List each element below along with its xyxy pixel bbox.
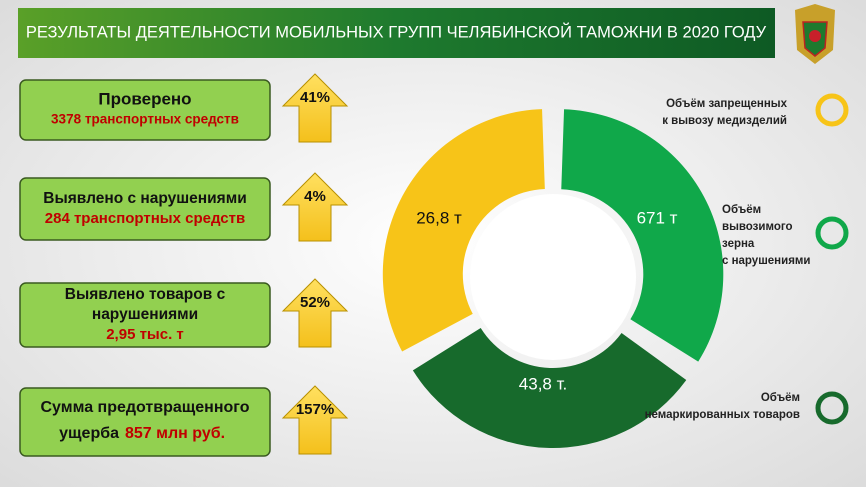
legend-line: с нарушениями [722,255,811,267]
card-highlight: 2,95 тыс. т [106,326,184,343]
card-line: ущерба [59,425,119,442]
emblem [795,4,835,64]
legend-line: вывозимого [722,221,793,233]
donut-label: 26,8 т [416,208,462,227]
donut-segment [412,328,687,448]
legend-line: немаркированных товаров [645,409,800,421]
donut-hole [470,194,636,360]
change-label: 157% [296,401,334,418]
up-arrow [281,385,349,455]
card-line: Выявлено товаров с [65,286,226,303]
donut-segment [382,109,545,352]
card [19,79,271,141]
card-highlight: 857 млн руб. [125,425,225,442]
card-highlight: 3378 транспортных средств [51,112,239,127]
legend-line: Объём запрещенных [666,98,788,110]
legend-ring [815,93,849,127]
legend-ring [815,216,849,250]
card-line: Выявлено с нарушениями [43,190,246,207]
legend-line: к вывозу медизделий [662,115,787,127]
title: РЕЗУЛЬТАТЫ ДЕЯТЕЛЬНОСТИ МОБИЛЬНЫХ ГРУПП … [26,22,767,41]
up-arrow [281,278,349,348]
card [19,387,271,457]
legend-ring [815,391,849,425]
donut-label: 43,8 т. [519,374,567,393]
change-label: 4% [304,188,326,205]
up-arrow [281,172,349,242]
card-line: Проверено [98,89,191,108]
up-arrow [281,73,349,143]
title-banner [18,8,775,58]
donut-label: 671 т [637,208,678,227]
change-label: 52% [300,294,330,311]
legend-line: зерна [722,238,755,250]
legend-line: Объём [761,392,800,404]
card [19,282,271,348]
card-line: Сумма предотвращенного [41,399,250,416]
donut-segment [561,109,724,362]
card-line: нарушениями [92,306,198,323]
change-label: 41% [300,89,330,106]
legend-line: Объём [722,204,761,216]
card-highlight: 284 транспортных средств [45,210,245,227]
card [19,177,271,241]
